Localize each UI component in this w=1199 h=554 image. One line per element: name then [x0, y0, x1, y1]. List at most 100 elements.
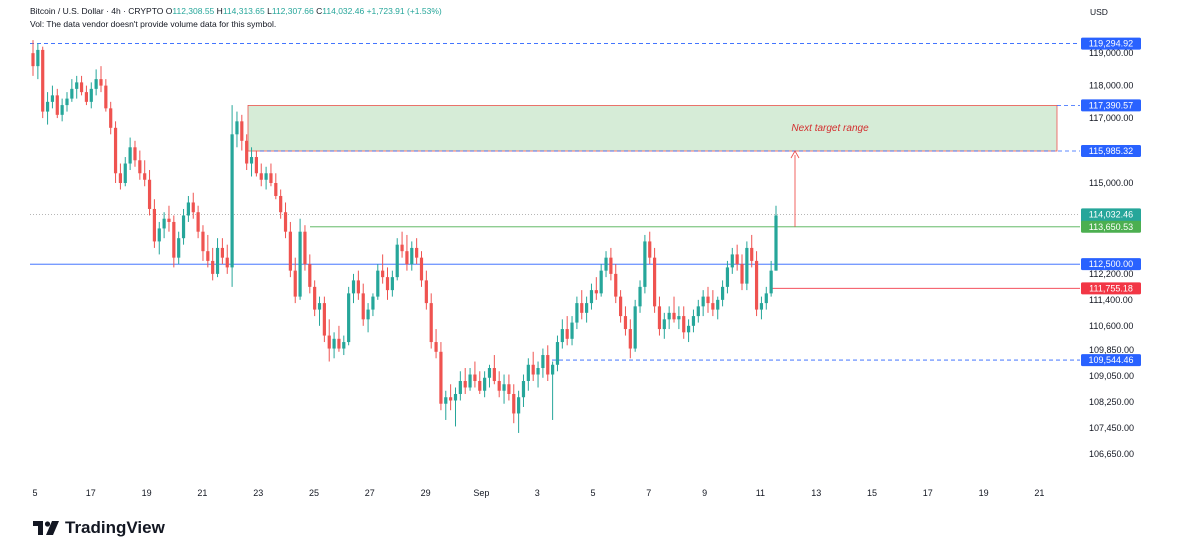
candle-body — [487, 368, 492, 378]
candle-body — [157, 228, 161, 242]
candle-body — [526, 364, 530, 382]
candle-body — [327, 335, 331, 349]
y-axis-tick-label: 111,400.00 — [1089, 295, 1133, 305]
x-axis-tick-label: 17 — [923, 488, 933, 498]
candle-body — [633, 306, 637, 349]
price-tag-box — [1081, 145, 1141, 158]
candle-body — [269, 173, 273, 183]
candle-body — [492, 368, 496, 382]
candle-body — [434, 342, 438, 352]
candle-body — [521, 381, 526, 398]
candle-body — [201, 231, 205, 252]
price-tag: 111,755.18 — [1081, 282, 1141, 295]
y-axis-tick-label: 112,200.00 — [1089, 269, 1133, 279]
candle-body — [235, 121, 239, 135]
candle-body — [109, 108, 113, 128]
candle-body — [55, 95, 59, 115]
candle-body — [497, 381, 501, 391]
symbol-label[interactable]: Bitcoin / U.S. Dollar · 4h · CRYPTO — [30, 6, 164, 16]
candle-body — [45, 101, 50, 112]
candle-body — [750, 247, 754, 261]
candle-body — [75, 82, 79, 89]
x-axis-tick-label: 25 — [309, 488, 319, 498]
candle-body — [113, 127, 118, 174]
currency-label[interactable]: USD — [1090, 7, 1108, 17]
candle-body — [580, 303, 584, 313]
change-value: +1,723.91 (+1.53%) — [366, 6, 442, 16]
x-axis-tick-label: 23 — [253, 488, 263, 498]
candle-body — [385, 277, 390, 291]
target-arrow-head — [790, 150, 800, 159]
candle-body — [682, 316, 686, 333]
candle-body — [609, 257, 613, 274]
candle-body — [36, 49, 40, 67]
candle-body — [619, 296, 623, 317]
candle-body — [206, 251, 210, 261]
candle-body — [716, 299, 720, 310]
y-axis-tick-label: 110,600.00 — [1089, 321, 1133, 331]
open-label: O — [165, 6, 173, 16]
candle-body — [517, 397, 521, 414]
target-zone — [247, 105, 1058, 152]
x-axis-tick-label: 13 — [811, 488, 821, 498]
candle-body — [565, 329, 569, 339]
candle-body — [657, 306, 662, 330]
price-tag-box — [1081, 99, 1141, 112]
x-axis-tick-label: 29 — [421, 488, 431, 498]
tradingview-logo-icon — [33, 521, 59, 535]
candle-body — [65, 98, 69, 106]
candle-body — [361, 293, 365, 320]
candle-body — [541, 355, 545, 369]
candle-body — [667, 312, 671, 320]
candle-body — [177, 238, 181, 258]
candle-body — [31, 53, 35, 67]
price-tag-label: 113,650.53 — [1089, 222, 1133, 232]
candle-body — [502, 384, 506, 391]
candle-body — [220, 247, 224, 258]
chart-header: Bitcoin / U.S. Dollar · 4h · CRYPTO O112… — [30, 5, 442, 31]
candle-body — [735, 254, 739, 265]
candle-body — [41, 49, 45, 112]
candle-body — [672, 312, 676, 320]
tradingview-logo[interactable]: TradingView — [33, 518, 165, 538]
candle-body — [259, 173, 263, 180]
candle-body — [662, 319, 666, 330]
candle-body — [123, 163, 127, 183]
candle-body — [764, 293, 768, 304]
candle-body — [390, 277, 394, 291]
candle-body — [439, 351, 443, 404]
candle-body — [230, 134, 234, 268]
candle-body — [254, 157, 258, 174]
candle-body — [264, 173, 268, 180]
price-tag-box — [1081, 258, 1141, 271]
candle-body — [313, 286, 317, 310]
x-axis-tick-label: 11 — [756, 488, 765, 498]
y-axis-tick-label: 119,000.00 — [1089, 48, 1133, 58]
candle-body — [99, 79, 103, 86]
candle-body — [473, 374, 477, 382]
x-axis-tick-label: 17 — [86, 488, 96, 498]
price-tag-label: 117,390.57 — [1089, 100, 1133, 110]
candle-body — [614, 273, 618, 297]
price-tag-label: 115,985.32 — [1089, 146, 1133, 156]
price-tag: 119,294.92 — [1081, 37, 1141, 50]
candle-body — [701, 296, 705, 307]
candle-body — [298, 231, 302, 297]
candle-body — [104, 85, 108, 109]
candle-body — [79, 82, 84, 93]
candle-body — [196, 212, 200, 232]
ohlc-row: Bitcoin / U.S. Dollar · 4h · CRYPTO O112… — [30, 5, 442, 18]
open-value: 112,308.55 — [172, 6, 215, 16]
price-tag: 115,985.32 — [1081, 145, 1141, 158]
y-axis-tick-label: 115,000.00 — [1089, 178, 1133, 188]
price-tag-label: 119,294.92 — [1089, 39, 1133, 49]
candle-body — [774, 215, 778, 271]
candle-body — [536, 368, 540, 375]
candle-body — [677, 316, 681, 320]
volume-note: Vol: The data vendor doesn't provide vol… — [30, 19, 277, 29]
candle-body — [604, 257, 608, 271]
close-value: 114,032.46 — [322, 6, 365, 16]
candle-body — [181, 215, 186, 239]
candle-body — [211, 260, 215, 274]
